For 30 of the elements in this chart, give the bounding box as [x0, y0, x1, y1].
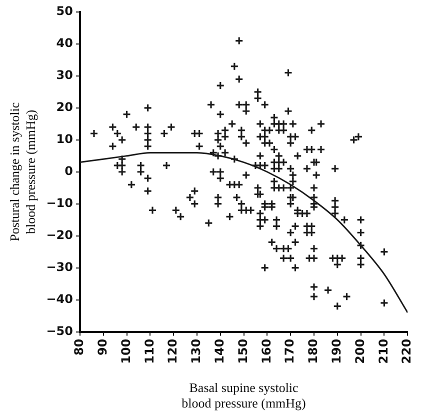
x-tick-label: 190 [330, 338, 344, 364]
y-tick-label: −20 [46, 228, 73, 242]
x-tick-label: 110 [142, 338, 156, 364]
x-tick-label: 100 [118, 338, 133, 364]
y-tick-label: −30 [46, 260, 73, 274]
y-tick-label: 30 [56, 68, 73, 82]
y-tick-label: 20 [56, 100, 73, 114]
x-tick-label: 200 [352, 338, 367, 364]
text: blood pressure (mmHg) [182, 396, 306, 411]
y-tick-label: 10 [56, 132, 73, 146]
text: Basal supine systolic [189, 380, 298, 396]
y-tick-label: 0 [64, 164, 73, 178]
x-tick-label: 120 [166, 338, 180, 364]
x-tick-label: 80 [72, 338, 86, 356]
y-tick-label: 50 [56, 4, 73, 18]
x-tick-label: 210 [376, 338, 390, 364]
x-tick-label: 90 [95, 338, 110, 356]
x-tick-label: 220 [400, 338, 414, 364]
x-tick-label: 160 [259, 338, 274, 364]
x-tick-label: 140 [212, 338, 226, 364]
y-tick-label: −40 [46, 292, 73, 306]
text: Postural change in systolic [7, 102, 22, 242]
x-tick-label: 170 [282, 338, 297, 364]
x-tick-label: 150 [236, 338, 250, 364]
y-tick-label: −50 [46, 324, 73, 338]
text: blood pressure (mmHg) [22, 110, 38, 234]
y-tick-label: 40 [56, 36, 73, 50]
x-tick-label: 130 [189, 338, 204, 364]
y-tick-label: −10 [46, 196, 73, 210]
x-tick-label: 180 [306, 338, 320, 364]
